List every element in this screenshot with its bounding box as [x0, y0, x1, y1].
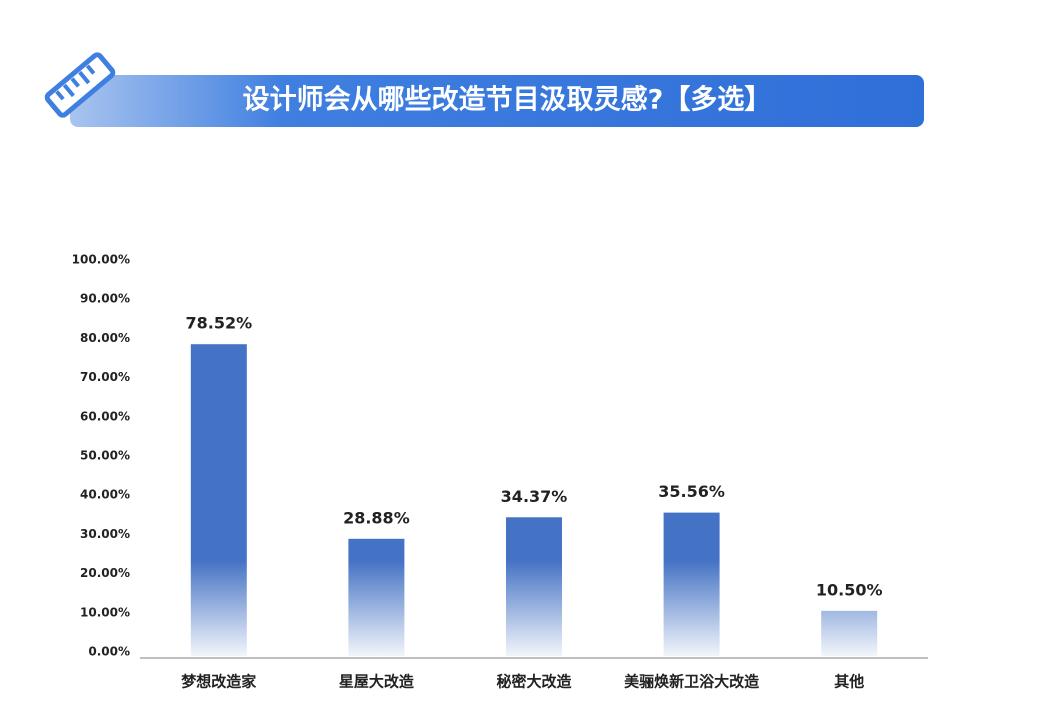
chart-title: 设计师会从哪些改造节目汲取灵感?【多选】: [243, 84, 772, 116]
y-tick-label: 80.00%: [80, 331, 130, 345]
bar: [663, 512, 720, 656]
x-tick-label: 美骊焕新卫浴大改造: [624, 673, 759, 691]
y-tick-label: 30.00%: [80, 527, 130, 541]
x-tick-label: 秘密大改造: [496, 673, 571, 691]
ruler-icon: [44, 52, 116, 118]
y-tick-label: 0.00%: [88, 645, 130, 659]
value-label: 78.52%: [185, 314, 252, 333]
y-tick-label: 60.00%: [80, 409, 130, 423]
y-tick-label: 90.00%: [80, 292, 130, 306]
y-tick-label: 100.00%: [72, 253, 130, 267]
title-banner: [70, 75, 924, 127]
y-tick-label: 50.00%: [80, 449, 130, 463]
bar: [348, 538, 405, 656]
x-tick-label: 其他: [834, 673, 864, 691]
value-label: 10.50%: [816, 580, 883, 599]
bar: [190, 344, 247, 656]
bar: [821, 610, 878, 656]
y-tick-label: 40.00%: [80, 488, 130, 502]
x-tick-label: 梦想改造家: [181, 673, 256, 691]
y-tick-label: 20.00%: [80, 566, 130, 580]
x-tick-label: 星屋大改造: [339, 673, 414, 691]
bar: [506, 517, 562, 656]
value-label: 28.88%: [343, 508, 410, 527]
value-label: 35.56%: [658, 482, 725, 501]
value-label: 34.37%: [501, 487, 568, 506]
y-tick-label: 10.00%: [80, 605, 130, 619]
y-tick-label: 70.00%: [80, 370, 130, 384]
